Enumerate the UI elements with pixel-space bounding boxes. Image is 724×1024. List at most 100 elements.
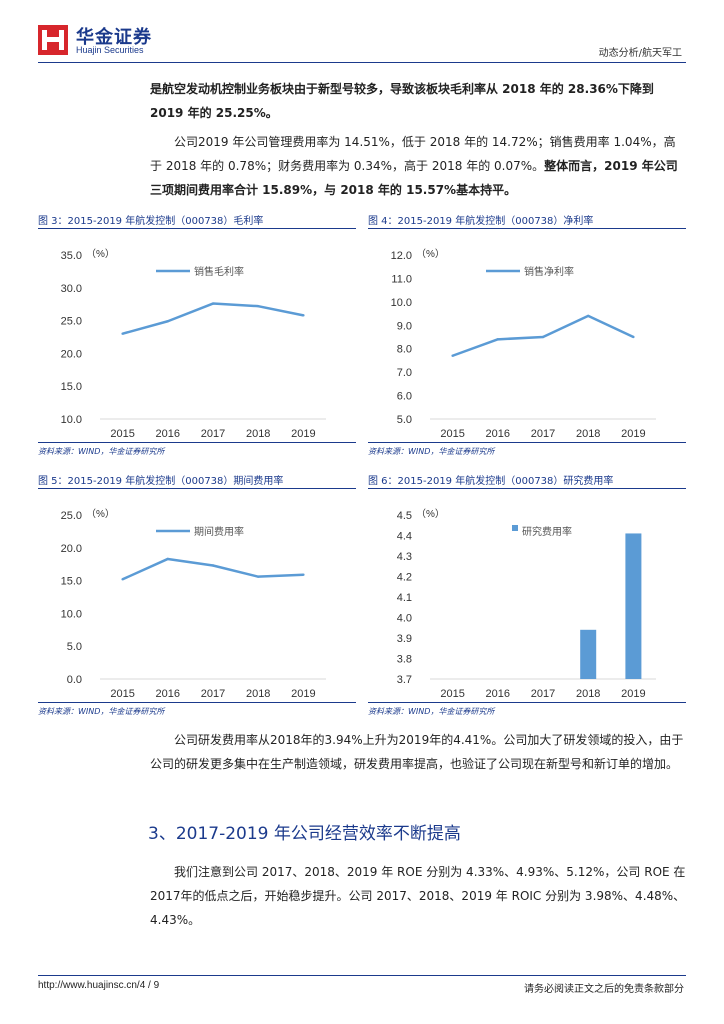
legend-label: 销售毛利率 [194, 265, 244, 278]
paragraph-4: 我们注意到公司 2017、2018、2019 年 ROE 分别为 4.33%、4… [150, 860, 686, 932]
figure-6-chart: 4.5 4.4 4.3 4.2 4.1 4.0 3.9 3.8 3.7 2015 2016 2017 2… [397, 508, 656, 700]
legend-label: 期间费用率 [194, 525, 244, 538]
y-tick-label: 5.0 [397, 414, 412, 426]
paragraph-3-text: 公司研发费用率从2018年的3.94%上升为2019年的4.41%。公司加大了研… [150, 733, 684, 771]
figure-5-chart: 25.0 20.0 15.0 10.0 5.0 0.0 2015 2016 2017 2018 20… [61, 508, 326, 700]
legend-bar-swatch [512, 525, 518, 531]
y-tick-label: 15.0 [61, 381, 82, 393]
report-category: 动态分析/航天军工 [598, 48, 682, 59]
y-tick-label: 35.0 [61, 250, 82, 262]
x-tick-label: 2015 [440, 688, 464, 700]
figure-3: 图 3：2015-2019 年航发控制（000738）毛利率 35.0 30.0 2… [38, 212, 356, 457]
figure-4-chart: 12.0 11.0 10.0 9.0 8.0 7.0 6.0 5.0 2015 2016 2017 2… [391, 248, 656, 440]
y-tick-label: 0.0 [67, 674, 82, 686]
y-tick-label: 7.0 [397, 367, 412, 379]
y-tick-label: 10.0 [391, 297, 412, 309]
data-point-2015 [451, 354, 454, 357]
x-tick-label: 2016 [156, 428, 180, 440]
x-tick-label: 2018 [246, 428, 270, 440]
unit-label: （%） [416, 248, 445, 260]
figure-3-chart: 35.0 30.0 25.0 20.0 15.0 10.0 2015 2016 2017 2018… [61, 248, 326, 440]
unit-label: （%） [416, 508, 445, 520]
paragraph-2-bold: 整体而言，2019 年公司三项期间费用率合计 15.89%，与 2018 年的 … [150, 159, 678, 197]
y-tick-label: 10.0 [61, 608, 82, 620]
data-point-2015 [121, 332, 124, 335]
section-title: 3、2017-2019 年公司经营效率不断提高 [148, 824, 461, 844]
bar-2019 [625, 533, 642, 679]
footer-url[interactable]: http://www.huajinsc.cn/4 / 9 [38, 980, 160, 991]
data-point-2015 [121, 578, 124, 581]
y-tick-label: 11.0 [391, 273, 412, 285]
huajin-logo-icon [38, 25, 68, 55]
y-tick-label: 20.0 [61, 348, 82, 360]
bar-2018 [580, 629, 597, 679]
x-tick-label: 2016 [156, 688, 180, 700]
x-tick-label: 2017 [201, 688, 225, 700]
x-tick-label: 2015 [110, 688, 134, 700]
figure-5: 图 5：2015-2019 年航发控制（000738）期间费用率 25.0 20.… [38, 472, 356, 717]
series-line [122, 557, 304, 581]
header-divider [38, 62, 686, 63]
data-point-2016 [166, 557, 169, 561]
footer-disclaimer: 请务必阅读正文之后的免责条款部分 [524, 984, 684, 995]
x-tick-label: 2018 [576, 428, 600, 440]
legend-label: 销售净利率 [524, 265, 574, 278]
y-tick-label: 3.8 [397, 654, 412, 666]
logo-text-en: Huajin Securities [76, 45, 144, 55]
y-tick-label: 5.0 [67, 641, 82, 653]
y-tick-label: 3.7 [397, 674, 412, 686]
y-tick-label: 12.0 [391, 250, 412, 262]
paragraph-1: 是航空发动机控制业务板块由于新型号较多，导致该板块毛利率从 2018 年的 28… [150, 77, 686, 125]
unit-label: （%） [86, 508, 115, 520]
x-tick-label: 2017 [201, 428, 225, 440]
figure-5-source: 资料来源：WIND，华金证券研究所 [38, 702, 356, 717]
figure-3-source: 资料来源：WIND，华金证券研究所 [38, 442, 356, 457]
figure-4-source: 资料来源：WIND，华金证券研究所 [368, 442, 686, 457]
y-tick-label: 8.0 [397, 344, 412, 356]
y-tick-label: 20.0 [61, 543, 82, 555]
series-line [122, 302, 304, 335]
data-point-2016 [166, 320, 169, 323]
data-point-2019 [302, 573, 305, 576]
y-tick-label: 4.4 [397, 531, 412, 543]
x-tick-label: 2018 [576, 688, 600, 700]
x-tick-label: 2015 [110, 428, 134, 440]
paragraph-4-text: 我们注意到公司 2017、2018、2019 年 ROE 分别为 4.33%、4… [150, 865, 686, 927]
y-tick-label: 4.2 [397, 572, 412, 584]
y-tick-label: 25.0 [61, 316, 82, 328]
data-point-2017 [211, 564, 215, 567]
x-tick-label: 2019 [621, 428, 645, 440]
figure-6: 图 6：2015-2019 年航发控制（000738）研究费用率 4.5 4.4 4… [368, 472, 686, 717]
y-tick-label: 6.0 [397, 391, 412, 403]
y-tick-label: 15.0 [61, 576, 82, 588]
data-point-2019 [632, 335, 635, 339]
y-tick-label: 9.0 [397, 320, 412, 332]
data-point-2019 [302, 314, 305, 317]
figure-5-title: 图 5：2015-2019 年航发控制（000738）期间费用率 [38, 472, 356, 489]
data-point-2018 [587, 314, 590, 318]
y-tick-label: 4.1 [397, 592, 412, 604]
paragraph-2: 公司2019 年公司管理费用率为 14.51%，低于 2018 年的 14.72… [150, 130, 686, 202]
figure-3-title: 图 3：2015-2019 年航发控制（000738）毛利率 [38, 212, 356, 229]
legend-label: 研究费用率 [522, 525, 572, 538]
data-point-2017 [211, 302, 215, 305]
x-tick-label: 2018 [246, 688, 270, 700]
y-tick-label: 4.5 [397, 510, 412, 522]
x-tick-label: 2016 [486, 428, 510, 440]
data-point-2018 [257, 575, 260, 578]
paragraph-1-bold: 是航空发动机控制业务板块由于新型号较多，导致该板块毛利率从 2018 年的 28… [150, 82, 654, 120]
x-tick-label: 2019 [621, 688, 645, 700]
paragraph-3: 公司研发费用率从2018年的3.94%上升为2019年的4.41%。公司加大了研… [150, 728, 686, 776]
footer-divider [38, 975, 686, 976]
x-tick-label: 2017 [531, 688, 555, 700]
x-tick-label: 2019 [291, 688, 315, 700]
x-tick-label: 2019 [291, 428, 315, 440]
y-tick-label: 4.0 [397, 613, 412, 625]
y-tick-label: 3.9 [397, 633, 412, 645]
y-tick-label: 30.0 [61, 283, 82, 295]
x-tick-label: 2016 [486, 688, 510, 700]
paragraph-2-text: 公司2019 年公司管理费用率为 14.51%，低于 2018 年的 14.72… [150, 135, 676, 173]
data-point-2018 [257, 304, 260, 308]
y-tick-label: 10.0 [61, 414, 82, 426]
figure-4-title: 图 4：2015-2019 年航发控制（000738）净利率 [368, 212, 686, 229]
